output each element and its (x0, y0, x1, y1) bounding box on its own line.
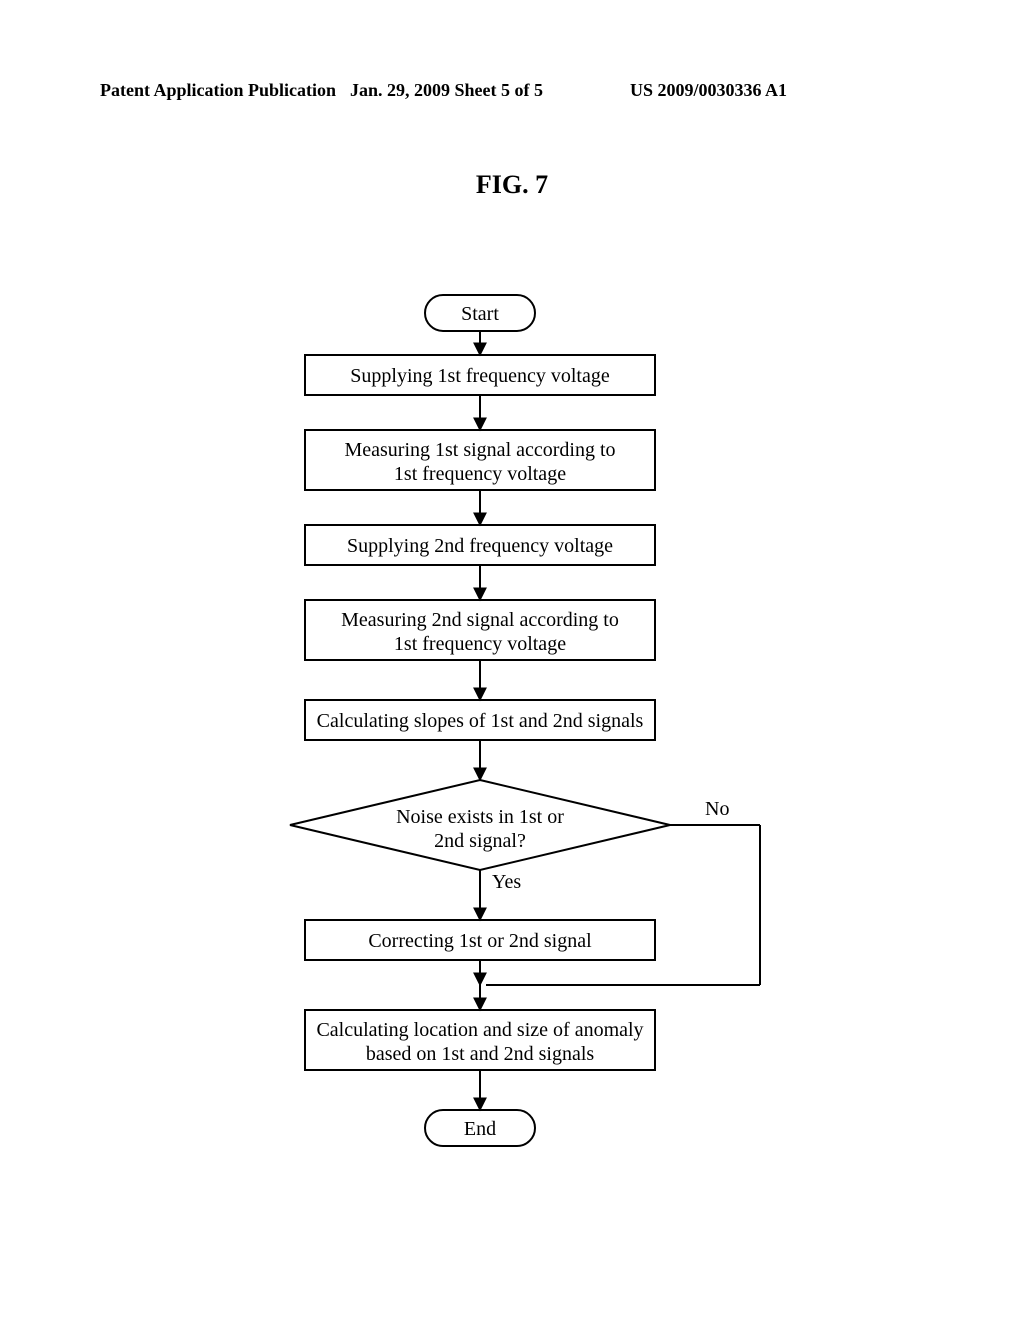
svg-text:1st frequency voltage: 1st frequency voltage (394, 633, 566, 655)
svg-text:Calculating location and size: Calculating location and size of anomaly (316, 1019, 643, 1041)
start-label: Start (461, 303, 499, 325)
no-label: No (705, 798, 729, 820)
svg-text:Supplying 1st frequency voltag: Supplying 1st frequency voltage (350, 365, 610, 387)
step-supply-2nd-freq: Supplying 2nd frequency voltage (305, 525, 655, 565)
end-label: End (464, 1118, 496, 1140)
step-supply-1st-freq: Supplying 1st frequency voltage (305, 355, 655, 395)
decision-noise-exists: Noise exists in 1st or2nd signal? (290, 780, 670, 870)
svg-text:2nd signal?: 2nd signal? (434, 830, 526, 852)
svg-text:Correcting 1st or 2nd signal: Correcting 1st or 2nd signal (368, 930, 592, 952)
step-calc-location-size: Calculating location and size of anomaly… (305, 1010, 655, 1070)
svg-text:Measuring 2nd signal according: Measuring 2nd signal according to (341, 609, 619, 631)
svg-text:based on 1st and 2nd signals: based on 1st and 2nd signals (366, 1043, 595, 1065)
svg-text:Calculating slopes of 1st and: Calculating slopes of 1st and 2nd signal… (317, 710, 644, 732)
step-calc-slopes: Calculating slopes of 1st and 2nd signal… (305, 700, 655, 740)
flowchart: Start Supplying 1st frequency voltage Me… (0, 0, 1024, 1320)
svg-text:1st frequency voltage: 1st frequency voltage (394, 463, 566, 485)
svg-text:Noise exists in 1st or: Noise exists in 1st or (396, 806, 564, 828)
step-correct-signal: Correcting 1st or 2nd signal (305, 920, 655, 960)
svg-text:Supplying 2nd frequency voltag: Supplying 2nd frequency voltage (347, 535, 613, 557)
step-measure-2nd-signal: Measuring 2nd signal according to1st fre… (305, 600, 655, 660)
svg-text:Measuring 1st signal according: Measuring 1st signal according to (344, 439, 615, 461)
yes-label: Yes (492, 871, 521, 893)
step-measure-1st-signal: Measuring 1st signal according to1st fre… (305, 430, 655, 490)
